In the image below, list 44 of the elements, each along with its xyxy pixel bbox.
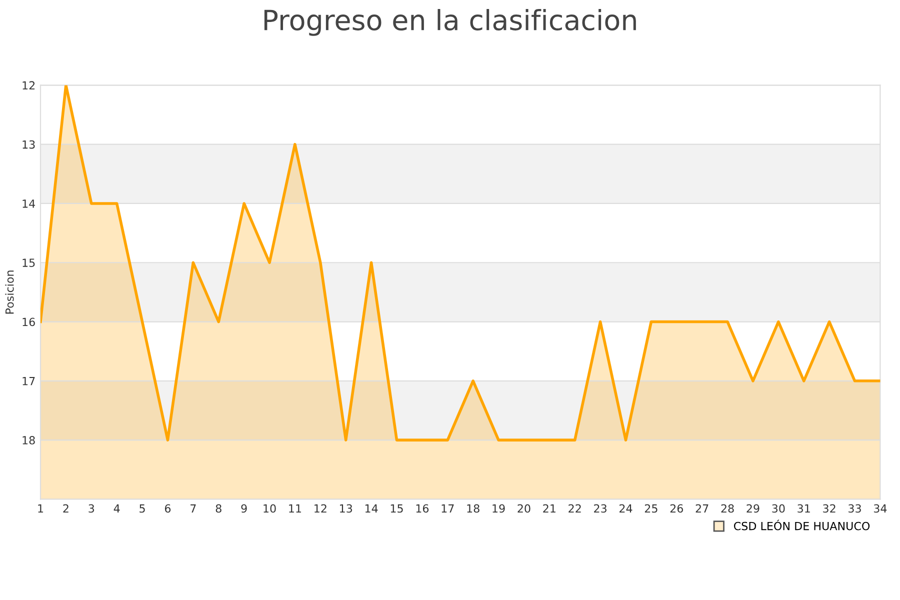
x-tick-label: 9 bbox=[241, 504, 247, 513]
x-tick-label: 4 bbox=[114, 504, 120, 513]
y-axis-title: Posicion bbox=[5, 270, 14, 314]
y-tick-label: 17 bbox=[22, 377, 35, 386]
x-tick-label: 12 bbox=[314, 504, 326, 513]
x-tick-label: 11 bbox=[289, 504, 301, 513]
x-tick-label: 19 bbox=[492, 504, 505, 513]
x-tick-label: 1 bbox=[38, 504, 44, 513]
x-tick-label: 18 bbox=[467, 504, 480, 513]
x-tick-label: 29 bbox=[746, 504, 760, 513]
x-tick-label: 14 bbox=[365, 504, 378, 513]
x-tick-label: 34 bbox=[874, 504, 887, 513]
y-tick-label: 14 bbox=[22, 200, 36, 208]
x-tick-label: 15 bbox=[390, 504, 403, 513]
x-tick-label: 33 bbox=[848, 504, 861, 513]
x-tick-label: 28 bbox=[721, 504, 734, 513]
y-tick-label: 12 bbox=[22, 81, 35, 90]
x-tick-label: 13 bbox=[340, 504, 352, 513]
y-tick-label: 15 bbox=[22, 258, 35, 268]
x-tick-label: 25 bbox=[644, 504, 658, 513]
x-tick-label: 16 bbox=[416, 504, 429, 513]
x-tick-label: 7 bbox=[190, 504, 196, 513]
x-tick-label: 8 bbox=[216, 504, 222, 513]
x-tick-label: 6 bbox=[164, 504, 171, 513]
x-tick-label: 10 bbox=[264, 504, 276, 513]
x-tick-label: 31 bbox=[798, 504, 810, 513]
x-tick-label: 5 bbox=[140, 504, 145, 513]
x-tick-label: 30 bbox=[772, 504, 785, 513]
y-tick-label: 16 bbox=[22, 318, 35, 326]
legend-label: CSD LEÓN DE HUANUCO bbox=[734, 520, 870, 530]
x-tick-label: 27 bbox=[696, 504, 708, 513]
x-tick-label: 32 bbox=[823, 504, 836, 513]
x-tick-label: 17 bbox=[442, 504, 454, 513]
chart-title: Progreso en la clasificacion bbox=[264, 9, 636, 36]
y-tick-label: 18 bbox=[22, 436, 35, 444]
x-tick-label: 24 bbox=[619, 504, 632, 513]
x-tick-label: 21 bbox=[543, 504, 556, 513]
x-tick-label: 20 bbox=[518, 504, 530, 513]
x-tick-label: 3 bbox=[88, 504, 94, 513]
x-tick-label: 23 bbox=[594, 504, 606, 513]
x-tick-label: 2 bbox=[63, 504, 68, 513]
x-tick-label: 22 bbox=[568, 504, 581, 513]
x-tick-label: 26 bbox=[670, 504, 684, 513]
y-tick-label: 13 bbox=[22, 140, 35, 149]
